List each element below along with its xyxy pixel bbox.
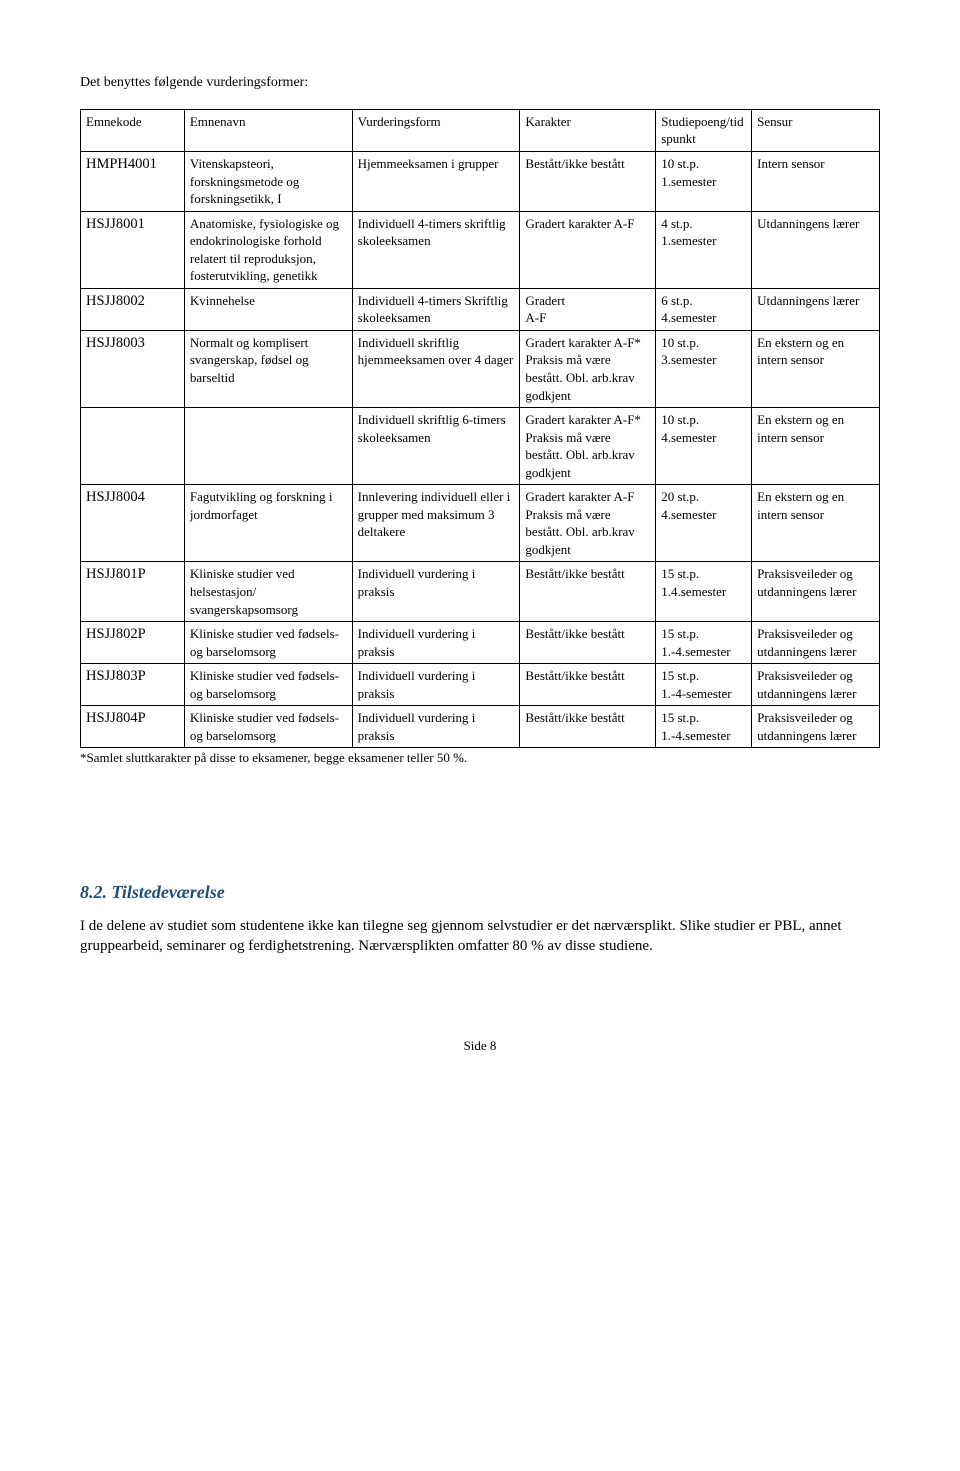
- cell-form: Individuell vurdering i praksis: [352, 664, 520, 706]
- cell-sensor: Utdanningens lærer: [752, 211, 880, 288]
- col-emnenavn: Emnenavn: [184, 109, 352, 151]
- cell-grade: Bestått/ikke bestått: [520, 562, 656, 622]
- cell-name: [184, 408, 352, 485]
- cell-time: 6 st.p. 4.semester: [656, 288, 752, 330]
- cell-code: HSJJ804P: [81, 706, 185, 748]
- cell-time: 10 st.p. 1.semester: [656, 151, 752, 211]
- table-row: HSJJ8001Anatomiske, fysiologiske og endo…: [81, 211, 880, 288]
- cell-sensor: Praksisveileder og utdanningens lærer: [752, 562, 880, 622]
- cell-sensor: Utdanningens lærer: [752, 288, 880, 330]
- cell-code: [81, 408, 185, 485]
- section-heading: 8.2. Tilstedeværelse: [80, 880, 880, 904]
- cell-time: 15 st.p. 1.-4-semester: [656, 664, 752, 706]
- cell-code: HSJJ8002: [81, 288, 185, 330]
- table-row: HSJJ8003Normalt og komplisert svangerska…: [81, 330, 880, 407]
- cell-code: HSJJ8004: [81, 485, 185, 562]
- assessment-table: Emnekode Emnenavn Vurderingsform Karakte…: [80, 109, 880, 749]
- cell-form: Individuell vurdering i praksis: [352, 622, 520, 664]
- section-text: I de delene av studiet som studentene ik…: [80, 916, 880, 957]
- cell-form: Individuell skriftlig 6-timers skoleeksa…: [352, 408, 520, 485]
- cell-code: HSJJ803P: [81, 664, 185, 706]
- cell-time: 15 st.p. 1.-4.semester: [656, 622, 752, 664]
- cell-name: Kvinnehelse: [184, 288, 352, 330]
- cell-time: 20 st.p. 4.semester: [656, 485, 752, 562]
- table-row: HSJJ8002KvinnehelseIndividuell 4-timers …: [81, 288, 880, 330]
- cell-grade: Gradert A-F: [520, 288, 656, 330]
- cell-sensor: En ekstern og en intern sensor: [752, 330, 880, 407]
- cell-form: Individuell 4-timers skriftlig skoleeksa…: [352, 211, 520, 288]
- table-row: HMPH4001Vitenskapsteori, forskningsmetod…: [81, 151, 880, 211]
- table-row: HSJJ803PKliniske studier ved fødsels- og…: [81, 664, 880, 706]
- cell-time: 15 st.p. 1.4.semester: [656, 562, 752, 622]
- col-karakter: Karakter: [520, 109, 656, 151]
- cell-grade: Gradert karakter A-F Praksis må være bes…: [520, 485, 656, 562]
- cell-sensor: En ekstern og en intern sensor: [752, 485, 880, 562]
- table-row: HSJJ801PKliniske studier ved helsestasjo…: [81, 562, 880, 622]
- cell-grade: Gradert karakter A-F: [520, 211, 656, 288]
- cell-grade: Bestått/ikke bestått: [520, 622, 656, 664]
- cell-grade: Bestått/ikke bestått: [520, 664, 656, 706]
- cell-sensor: Intern sensor: [752, 151, 880, 211]
- cell-name: Kliniske studier ved fødsels- og barselo…: [184, 622, 352, 664]
- cell-sensor: En ekstern og en intern sensor: [752, 408, 880, 485]
- cell-form: Individuell vurdering i praksis: [352, 562, 520, 622]
- cell-name: Kliniske studier ved helsestasjon/ svang…: [184, 562, 352, 622]
- cell-form: Individuell 4-timers Skriftlig skoleeksa…: [352, 288, 520, 330]
- cell-grade: Bestått/ikke bestått: [520, 706, 656, 748]
- cell-sensor: Praksisveileder og utdanningens lærer: [752, 664, 880, 706]
- cell-grade: Gradert karakter A-F* Praksis må være be…: [520, 408, 656, 485]
- col-studiepoeng: Studiepoeng/tidspunkt: [656, 109, 752, 151]
- table-header-row: Emnekode Emnenavn Vurderingsform Karakte…: [81, 109, 880, 151]
- cell-code: HSJJ8003: [81, 330, 185, 407]
- table-row: HSJJ8004Fagutvikling og forskning i jord…: [81, 485, 880, 562]
- cell-code: HMPH4001: [81, 151, 185, 211]
- cell-sensor: Praksisveileder og utdanningens lærer: [752, 706, 880, 748]
- cell-sensor: Praksisveileder og utdanningens lærer: [752, 622, 880, 664]
- table-row: HSJJ802PKliniske studier ved fødsels- og…: [81, 622, 880, 664]
- cell-code: HSJJ801P: [81, 562, 185, 622]
- cell-name: Kliniske studier ved fødsels- og barselo…: [184, 664, 352, 706]
- footnote-text: *Samlet sluttkarakter på disse to eksame…: [80, 749, 880, 767]
- col-emnekode: Emnekode: [81, 109, 185, 151]
- page-number: Side 8: [80, 1037, 880, 1055]
- table-row: Individuell skriftlig 6-timers skoleeksa…: [81, 408, 880, 485]
- cell-grade: Bestått/ikke bestått: [520, 151, 656, 211]
- cell-name: Normalt og komplisert svangerskap, fødse…: [184, 330, 352, 407]
- cell-time: 15 st.p. 1.-4.semester: [656, 706, 752, 748]
- cell-code: HSJJ8001: [81, 211, 185, 288]
- cell-name: Anatomiske, fysiologiske og endokrinolog…: [184, 211, 352, 288]
- intro-text: Det benyttes følgende vurderingsformer:: [80, 74, 880, 93]
- cell-grade: Gradert karakter A-F* Praksis må være be…: [520, 330, 656, 407]
- cell-time: 10 st.p. 3.semester: [656, 330, 752, 407]
- cell-form: Individuell skriftlig hjemmeeksamen over…: [352, 330, 520, 407]
- cell-form: Hjemmeeksamen i grupper: [352, 151, 520, 211]
- col-vurderingsform: Vurderingsform: [352, 109, 520, 151]
- col-sensur: Sensur: [752, 109, 880, 151]
- cell-name: Fagutvikling og forskning i jordmorfaget: [184, 485, 352, 562]
- cell-name: Kliniske studier ved fødsels- og barselo…: [184, 706, 352, 748]
- cell-name: Vitenskapsteori, forskningsmetode og for…: [184, 151, 352, 211]
- cell-time: 10 st.p. 4.semester: [656, 408, 752, 485]
- cell-code: HSJJ802P: [81, 622, 185, 664]
- cell-form: Innlevering individuell eller i grupper …: [352, 485, 520, 562]
- cell-form: Individuell vurdering i praksis: [352, 706, 520, 748]
- cell-time: 4 st.p. 1.semester: [656, 211, 752, 288]
- table-row: HSJJ804PKliniske studier ved fødsels- og…: [81, 706, 880, 748]
